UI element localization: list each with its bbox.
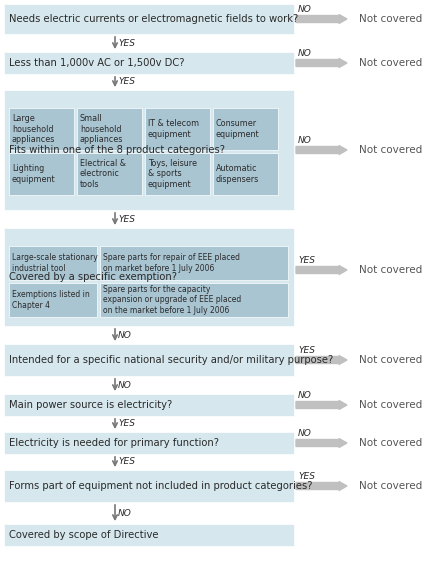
Bar: [213, 153, 278, 195]
FancyArrow shape: [296, 400, 347, 410]
Text: IT & telecom
equipment: IT & telecom equipment: [148, 119, 199, 139]
Text: Small
household
appliances: Small household appliances: [80, 114, 123, 144]
Text: Not covered: Not covered: [359, 355, 422, 365]
Text: NO: NO: [118, 381, 132, 390]
FancyArrow shape: [296, 482, 347, 491]
Text: Automatic
dispensers: Automatic dispensers: [216, 164, 259, 183]
Bar: [9, 283, 97, 317]
Text: Covered by a specific exemption?: Covered by a specific exemption?: [9, 272, 177, 282]
Text: Not covered: Not covered: [359, 481, 422, 491]
Bar: [77, 108, 142, 150]
Text: Large-scale stationary
industrial tool: Large-scale stationary industrial tool: [12, 253, 98, 273]
Text: YES: YES: [298, 346, 315, 355]
Text: Lighting
equipment: Lighting equipment: [12, 164, 55, 183]
Bar: [4, 470, 294, 502]
Text: NO: NO: [118, 331, 132, 340]
Text: Intended for a specific national security and/or military purpose?: Intended for a specific national securit…: [9, 355, 333, 365]
Text: YES: YES: [118, 39, 135, 48]
FancyArrow shape: [296, 356, 347, 365]
Text: Less than 1,000v AC or 1,500v DC?: Less than 1,000v AC or 1,500v DC?: [9, 58, 184, 68]
FancyArrow shape: [296, 438, 347, 448]
Bar: [9, 246, 97, 280]
Text: NO: NO: [118, 508, 132, 517]
Text: YES: YES: [298, 472, 315, 481]
Text: Needs electric currents or electromagnetic fields to work?: Needs electric currents or electromagnet…: [9, 14, 298, 24]
Text: NO: NO: [298, 429, 312, 438]
Bar: [4, 52, 294, 74]
Text: NO: NO: [298, 136, 312, 145]
Text: Large
household
appliances: Large household appliances: [12, 114, 55, 144]
Text: YES: YES: [118, 77, 135, 86]
Text: Not covered: Not covered: [359, 400, 422, 410]
Text: Exemptions listed in
Chapter 4: Exemptions listed in Chapter 4: [12, 290, 90, 310]
Text: Not covered: Not covered: [359, 145, 422, 155]
Text: Not covered: Not covered: [359, 14, 422, 24]
Text: YES: YES: [118, 215, 135, 223]
Text: Fits within one of the 8 product categories?: Fits within one of the 8 product categor…: [9, 145, 225, 155]
Text: Spare parts for repair of EEE placed
on market before 1 July 2006: Spare parts for repair of EEE placed on …: [103, 253, 240, 273]
Text: Not covered: Not covered: [359, 265, 422, 275]
Text: Forms part of equipment not included in product categories?: Forms part of equipment not included in …: [9, 481, 313, 491]
Text: NO: NO: [298, 5, 312, 14]
FancyArrow shape: [296, 59, 347, 68]
Bar: [9, 108, 74, 150]
Text: Toys, leisure
& sports
equipment: Toys, leisure & sports equipment: [148, 159, 197, 189]
Text: Consumer
equipment: Consumer equipment: [216, 119, 260, 139]
Text: Not covered: Not covered: [359, 438, 422, 448]
Bar: [4, 432, 294, 454]
Bar: [4, 524, 294, 546]
Bar: [4, 90, 294, 210]
Text: Electrical &
electronic
tools: Electrical & electronic tools: [80, 159, 126, 189]
Text: YES: YES: [118, 420, 135, 428]
Bar: [213, 108, 278, 150]
Bar: [77, 153, 142, 195]
Text: NO: NO: [298, 49, 312, 58]
Bar: [4, 344, 294, 376]
FancyArrow shape: [296, 15, 347, 23]
Text: Electricity is needed for primary function?: Electricity is needed for primary functi…: [9, 438, 219, 448]
Bar: [9, 153, 74, 195]
Bar: [100, 246, 288, 280]
Bar: [145, 108, 210, 150]
Bar: [4, 4, 294, 34]
Text: Spare parts for the capacity
expansion or upgrade of EEE placed
on the market be: Spare parts for the capacity expansion o…: [103, 285, 241, 315]
Bar: [4, 394, 294, 416]
FancyArrow shape: [296, 265, 347, 274]
Text: YES: YES: [298, 256, 315, 265]
Bar: [100, 283, 288, 317]
Text: NO: NO: [298, 391, 312, 400]
Text: YES: YES: [118, 457, 135, 466]
Bar: [145, 153, 210, 195]
Text: Not covered: Not covered: [359, 58, 422, 68]
Text: Covered by scope of Directive: Covered by scope of Directive: [9, 530, 159, 540]
Bar: [4, 228, 294, 326]
Text: Main power source is electricity?: Main power source is electricity?: [9, 400, 172, 410]
FancyArrow shape: [296, 145, 347, 154]
